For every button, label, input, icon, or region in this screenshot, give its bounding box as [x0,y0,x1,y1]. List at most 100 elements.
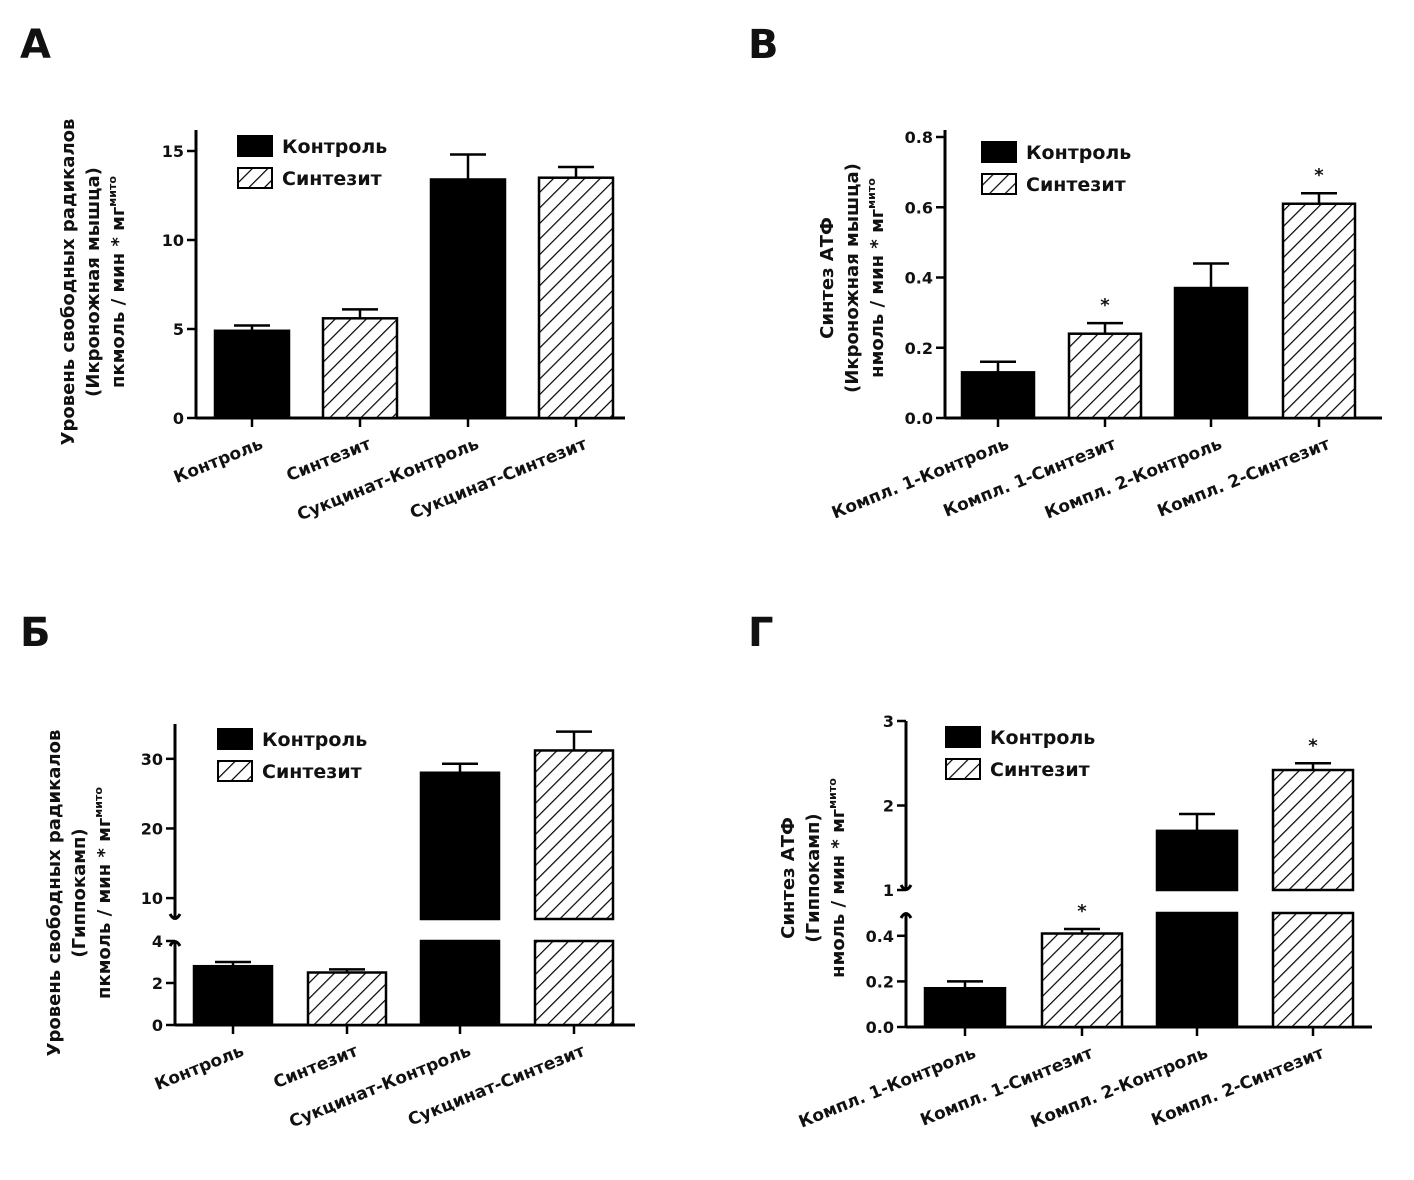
bar-lower-3 [1155,911,1239,1029]
legend-label-synthesit: Синтезит [990,759,1090,781]
bar-lower-3 [419,939,501,1027]
significance-star: * [1308,735,1318,756]
legend-label-synthesit: Синтезит [282,168,382,190]
bar-4 [1271,768,1355,892]
y-tick-label: 0.0 [905,409,933,428]
significance-star: * [1077,901,1087,922]
y-axis-label-line-2: (Икроножная мышца) [83,167,104,397]
bar-3 [429,178,507,420]
bar-4 [1281,202,1357,420]
x-category-label: Компл. 2-Синтезит [1155,434,1333,522]
y-tick-label: 15 [162,142,184,161]
y-tick-label: 0 [173,409,184,428]
y-tick-label: 0.2 [866,972,894,991]
significance-star: * [1100,295,1110,316]
x-category-label: Компл. 2-Контроль [1042,434,1225,523]
y-axis-label-line-1: Синтез АТФ [817,217,838,339]
y-tick-label: 30 [141,750,163,769]
y-tick-label: 2 [883,797,894,816]
y-tick-label: 0.4 [866,927,894,946]
y-axis-label-line-1: Уровень свободных радикалов [58,119,79,446]
bar-3 [1173,286,1249,420]
y-tick-label: 10 [141,889,163,908]
y-tick-label: 5 [173,320,184,339]
legend-label-control: Контроль [990,727,1095,749]
y-axis-label-text: Синтез АТФ [817,217,838,339]
x-category-label: Контроль [152,1041,247,1095]
y-axis-label-superscript: мито [826,778,839,809]
x-category-label: Компл. 1-Синтезит [941,434,1119,522]
y-tick-label: 0.2 [905,339,933,358]
legend-swatch-synthesit [217,760,253,782]
panel-letter-a: А [20,22,51,68]
axis-break-mark-lower [899,912,913,919]
y-axis-label-text: пкмоль / мин * мг [94,818,115,999]
legend-swatch-control [237,135,273,157]
y-axis-label-text: Уровень свободных радикалов [58,119,79,446]
y-tick-label: 0.8 [905,128,933,147]
bar-4 [537,176,615,420]
legend-swatch-control [945,726,981,748]
y-tick-label: 0.4 [905,269,933,288]
legend-swatch-synthesit [981,173,1017,195]
y-tick-label: 10 [162,231,184,250]
legend-label-control: Контроль [262,729,367,751]
y-tick-label: 1 [883,881,894,900]
legend-label-control: Контроль [282,136,387,158]
x-category-label: Синтезит [271,1041,361,1093]
bar-2 [1067,332,1143,420]
y-axis-label-text: (Икроножная мышца) [842,163,863,393]
bar-1 [192,964,274,1027]
y-tick-label: 2 [152,974,163,993]
legend-swatch-control [217,728,253,750]
y-tick-label: 20 [141,819,163,838]
bar-1 [960,371,1036,420]
bar-lower-4 [1271,911,1355,1029]
legend-label-control: Контроль [1026,142,1131,164]
y-axis-label-text: Уровень свободных радикалов [44,730,65,1057]
axis-break-mark-upper [168,913,182,920]
legend-swatch-synthesit [945,758,981,780]
bar-4 [533,749,615,921]
y-axis-label-text: нмоль / мин * мг [867,209,888,378]
legend-swatch-synthesit [237,167,273,189]
bar-3 [419,771,501,921]
y-tick-label: 0 [152,1016,163,1035]
y-axis-label-text: (Икроножная мышца) [83,167,104,397]
x-category-label: Синтезит [284,434,374,486]
y-tick-label: 4 [152,932,163,951]
chart-panel-b: 0 2 4 10 20 30 Контроль СинтезитСукцинат-Контро… [44,724,635,1132]
y-axis-label-line-2: (Гиппокамп) [69,828,90,957]
bar-lower-4 [533,939,615,1027]
y-axis-label-line-1: Уровень свободных радикалов [44,730,65,1057]
y-axis-label-line-3: пкмоль / мин * мгмито [92,787,115,999]
y-axis-label-superscript: мито [106,176,119,207]
panel-letter-v: В [748,22,779,68]
y-tick-label: 0.6 [905,198,933,217]
x-category-label: Сукцинат-Контроль [295,434,482,525]
bar-2 [1040,932,1124,1029]
x-category-label: Сукцинат-Контроль [287,1041,474,1132]
bar-1 [923,986,1007,1029]
y-axis-label-text: (Гиппокамп) [69,828,90,957]
panel-letter-g: Г [748,610,774,656]
y-axis-label-line-2: (Икроножная мышца) [842,163,863,393]
y-tick-label: 0.0 [866,1018,894,1037]
y-axis-label-text: (Гиппокамп) [803,813,824,942]
x-category-label: Контроль [171,434,266,488]
bar-1 [213,329,291,420]
y-tick-label: 3 [883,712,894,731]
y-axis-label-superscript: мито [92,787,105,818]
bar-3 [1155,829,1239,892]
y-axis-label-line-3: нмоль / мин * мгмито [826,778,849,978]
y-axis-label-line-2: (Гиппокамп) [803,813,824,942]
y-axis-label-line-3: пкмоль / мин * мгмито [106,176,129,388]
y-axis-label-text: пкмоль / мин * мг [108,207,129,388]
y-axis-label-line-1: Синтез АТФ [778,817,799,939]
chart-panel-v: 0.0 0.2 0.4 0.6 0.8 Компл. 1-Контроль * Компл. … [817,128,1382,523]
y-axis-label-line-3: нмоль / мин * мгмито [865,178,888,378]
bar-2 [306,971,388,1027]
